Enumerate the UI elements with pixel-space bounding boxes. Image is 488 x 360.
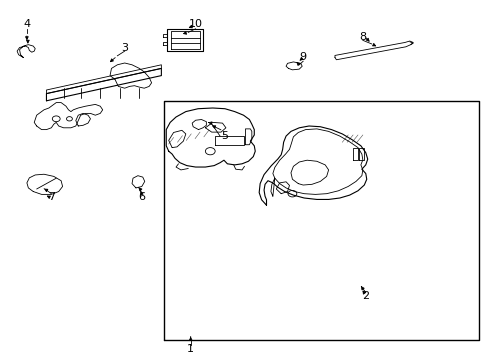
Text: 6: 6 <box>138 192 145 202</box>
Text: 8: 8 <box>359 32 366 42</box>
Text: 4: 4 <box>23 19 30 30</box>
Text: 2: 2 <box>362 291 368 301</box>
Text: 9: 9 <box>299 52 306 62</box>
Text: 7: 7 <box>48 192 55 202</box>
Text: 3: 3 <box>121 42 128 53</box>
Text: 10: 10 <box>188 19 202 30</box>
Text: 1: 1 <box>187 344 194 354</box>
Text: 5: 5 <box>221 131 228 141</box>
